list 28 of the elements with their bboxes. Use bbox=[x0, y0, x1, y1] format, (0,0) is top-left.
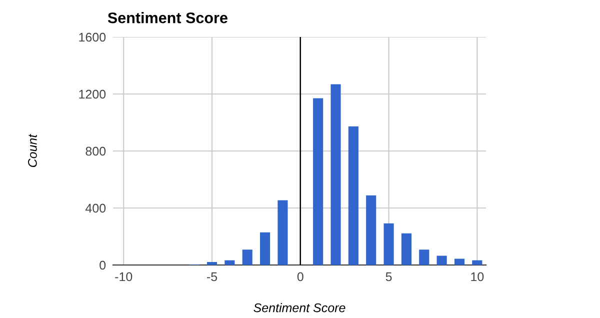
chart-title: Sentiment Score bbox=[108, 12, 228, 24]
y-tick-label: 1200 bbox=[79, 90, 106, 99]
bar bbox=[242, 250, 252, 265]
x-tick-label: 5 bbox=[386, 272, 392, 282]
x-tick-label: 0 bbox=[297, 272, 304, 282]
bar bbox=[472, 260, 482, 265]
bar bbox=[224, 260, 235, 265]
y-tick-label: 400 bbox=[85, 204, 106, 213]
bar bbox=[384, 223, 394, 265]
bar bbox=[454, 258, 465, 265]
bar bbox=[436, 256, 447, 265]
x-tick-label: -10 bbox=[115, 272, 132, 282]
y-tick-label: 1600 bbox=[79, 32, 106, 42]
x-tick-label: -5 bbox=[206, 272, 218, 282]
bar bbox=[366, 195, 376, 265]
y-axis-title: Count bbox=[28, 134, 37, 167]
bar bbox=[278, 200, 288, 265]
bar bbox=[206, 262, 218, 265]
y-tick-label: 0 bbox=[100, 260, 106, 270]
bar bbox=[260, 232, 270, 265]
y-tick-label: 800 bbox=[86, 146, 106, 156]
bar bbox=[401, 233, 412, 265]
bar bbox=[348, 126, 358, 265]
bar bbox=[419, 250, 430, 265]
bar bbox=[330, 84, 341, 265]
x-axis-title: Sentiment Score bbox=[254, 303, 346, 312]
bar bbox=[313, 98, 324, 265]
x-tick-label: 10 bbox=[471, 272, 484, 282]
